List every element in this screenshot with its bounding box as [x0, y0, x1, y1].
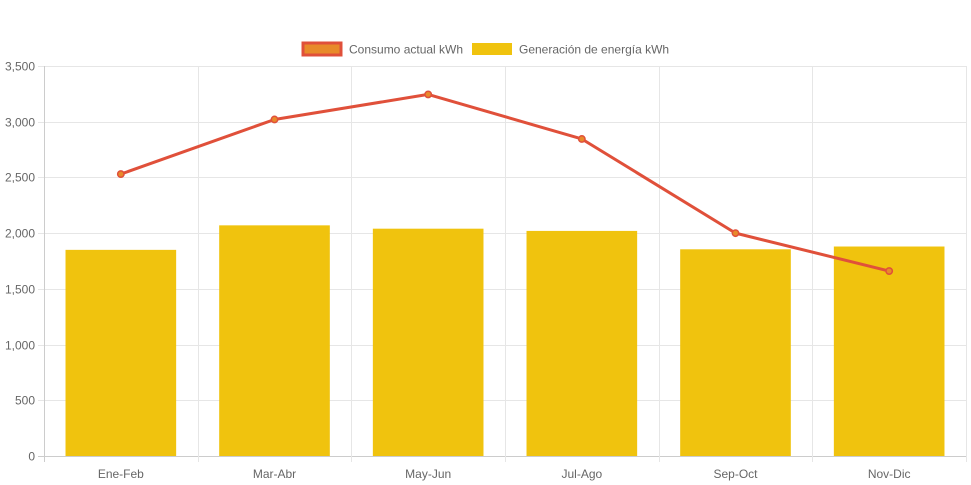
point-consumo[interactable]	[116, 170, 125, 179]
point-consumo[interactable]	[731, 229, 740, 238]
legend-label-consumo: Consumo actual kWh	[349, 43, 463, 57]
bar-series-generacion	[65, 225, 945, 456]
legend-item-generacion[interactable]: Generación de energía kWh	[472, 43, 669, 57]
point-consumo[interactable]	[885, 267, 894, 275]
y-tick-label: 2,500	[5, 171, 35, 185]
y-tick-label: 2,000	[5, 227, 35, 241]
x-tick-label: Mar-Abr	[253, 467, 296, 481]
legend-swatch-generacion	[472, 43, 512, 55]
x-tick-label: Ene-Feb	[98, 467, 144, 481]
y-tick-label: 1,000	[5, 339, 35, 353]
grid	[38, 66, 967, 462]
x-tick-label: Sep-Oct	[713, 467, 758, 481]
bar-generacion[interactable]	[680, 249, 791, 456]
y-tick-label: 1,500	[5, 283, 35, 297]
line-consumo	[120, 92, 890, 273]
x-tick-label: May-Jun	[405, 467, 451, 481]
point-consumo[interactable]	[577, 135, 586, 143]
legend-swatch-consumo	[301, 41, 343, 57]
line-series-consumo	[116, 90, 894, 275]
y-tick-label: 0	[28, 450, 35, 464]
x-tick-label: Jul-Ago	[561, 467, 602, 481]
legend[interactable]: Consumo actual kWh Generación de energía…	[301, 41, 669, 57]
bar-generacion[interactable]	[372, 228, 484, 456]
point-consumo[interactable]	[270, 115, 279, 124]
point-consumo[interactable]	[424, 90, 433, 99]
x-axis: Ene-Feb Mar-Abr May-Jun Jul-Ago Sep-Oct Nov-D…	[98, 467, 911, 481]
y-tick-label: 3,000	[5, 116, 35, 130]
x-tick-label: Nov-Dic	[868, 467, 911, 481]
y-tick-label: 3,500	[5, 60, 35, 74]
legend-label-generacion: Generación de energía kWh	[519, 43, 669, 57]
bar-generacion[interactable]	[65, 249, 177, 456]
bar-generacion[interactable]	[833, 246, 945, 456]
bar-generacion[interactable]	[526, 230, 638, 456]
legend-item-consumo[interactable]: Consumo actual kWh	[301, 41, 463, 57]
bar-generacion[interactable]	[219, 225, 330, 456]
y-axis: 0 500 1,000 1,500 2,000 2,500 3,000 3,500	[5, 60, 35, 464]
y-tick-label: 500	[15, 394, 35, 408]
